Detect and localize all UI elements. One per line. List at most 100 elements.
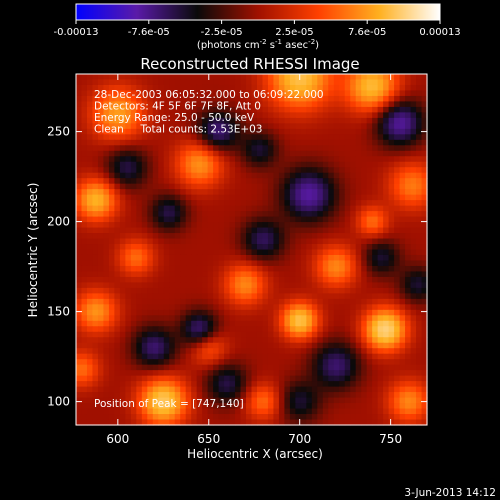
heatmap-cell <box>108 320 115 327</box>
heatmap-cell <box>311 364 318 371</box>
heatmap-cell <box>97 101 105 108</box>
heatmap-cell <box>76 222 83 229</box>
heatmap-cell <box>158 216 165 223</box>
heatmap-cell <box>383 271 390 278</box>
heatmap-cell <box>130 227 137 234</box>
heatmap-cell <box>207 276 214 283</box>
heatmap-cell <box>119 238 126 245</box>
heatmap-cell <box>273 386 280 393</box>
heatmap-cell <box>202 216 209 223</box>
heatmap-cell <box>76 194 83 201</box>
heatmap-cell <box>256 359 264 366</box>
heatmap-cell <box>295 216 302 223</box>
heatmap-cell <box>125 183 132 190</box>
heatmap-cell <box>240 320 247 327</box>
heatmap-cell <box>399 320 406 327</box>
heatmap-cell <box>322 84 329 92</box>
heatmap-cell <box>158 211 165 218</box>
heatmap-cell <box>224 145 231 152</box>
heatmap-cell <box>119 331 126 338</box>
heatmap-cell <box>207 211 214 218</box>
heatmap-cell <box>267 227 275 234</box>
heatmap-cell <box>158 227 165 234</box>
heatmap-cell <box>97 337 105 344</box>
heatmap-cell <box>300 134 307 141</box>
heatmap-cell <box>399 364 406 371</box>
heatmap-cell <box>421 298 428 305</box>
heatmap-cell <box>361 101 368 108</box>
heatmap-cell <box>333 156 340 163</box>
heatmap-cell <box>158 293 165 300</box>
heatmap-cell <box>273 331 280 338</box>
heatmap-cell <box>224 134 231 141</box>
heatmap-cell <box>86 249 94 256</box>
heatmap-cell <box>361 156 368 163</box>
heatmap-cell <box>147 397 154 404</box>
heatmap-cell <box>344 370 351 377</box>
heatmap-cell <box>147 249 154 256</box>
heatmap-cell <box>421 95 428 103</box>
heatmap-cell <box>202 249 209 256</box>
heatmap-cell <box>267 370 275 377</box>
heatmap-cell <box>311 117 318 124</box>
heatmap-cell <box>333 254 340 262</box>
heatmap-cell <box>344 134 351 141</box>
heatmap-cell <box>229 150 236 157</box>
heatmap-cell <box>196 282 203 289</box>
heatmap-cell <box>333 359 340 366</box>
heatmap-cell <box>114 392 121 399</box>
heatmap-cell <box>81 359 88 366</box>
heatmap-cell <box>311 90 318 97</box>
heatmap-cell <box>405 238 412 245</box>
heatmap-cell <box>235 370 242 377</box>
heatmap-cell <box>103 161 110 168</box>
heatmap-cell <box>311 205 318 212</box>
heatmap-cell <box>235 112 242 119</box>
heatmap-cell <box>224 359 231 366</box>
heatmap-cell <box>388 95 395 103</box>
heatmap-cell <box>361 244 368 251</box>
heatmap-cell <box>361 397 368 404</box>
heatmap-cell <box>361 145 368 152</box>
heatmap-cell <box>114 315 121 322</box>
heatmap-cell <box>399 79 406 86</box>
heatmap-cell <box>339 282 346 289</box>
heatmap-cell <box>130 145 137 152</box>
heatmap-cell <box>289 370 296 377</box>
heatmap-cell <box>103 403 110 410</box>
heatmap-cell <box>141 112 148 119</box>
heatmap-cell <box>410 397 417 404</box>
heatmap-cell <box>388 353 395 360</box>
heatmap-cell <box>246 414 253 421</box>
heatmap-cell <box>119 353 126 360</box>
heatmap-cell <box>399 414 406 421</box>
heatmap-cell <box>410 172 417 179</box>
heatmap-cell <box>246 101 253 108</box>
heatmap-cell <box>185 254 192 262</box>
heatmap-cell <box>383 392 390 399</box>
heatmap-cell <box>416 353 423 360</box>
heatmap-cell <box>169 117 176 124</box>
heatmap-cell <box>410 90 417 97</box>
heatmap-cell <box>251 298 258 305</box>
heatmap-cell <box>125 134 132 141</box>
heatmap-cell <box>97 161 105 168</box>
heatmap-cell <box>136 397 143 404</box>
heatmap-cell <box>158 271 165 278</box>
heatmap-cell <box>92 348 99 355</box>
heatmap-cell <box>224 90 231 97</box>
heatmap-cell <box>180 84 187 92</box>
heatmap-cell <box>273 287 280 294</box>
heatmap-cell <box>235 331 242 338</box>
heatmap-cell <box>114 117 121 124</box>
heatmap-cell <box>366 381 373 388</box>
heatmap-cell <box>229 183 236 190</box>
heatmap-cell <box>416 189 423 196</box>
heatmap-cell <box>235 101 242 108</box>
heatmap-cell <box>394 222 401 229</box>
heatmap-cell <box>377 348 384 355</box>
heatmap-cell <box>306 397 313 404</box>
heatmap-cell <box>366 331 373 338</box>
heatmap-cell <box>185 244 192 251</box>
heatmap-cell <box>289 128 296 135</box>
